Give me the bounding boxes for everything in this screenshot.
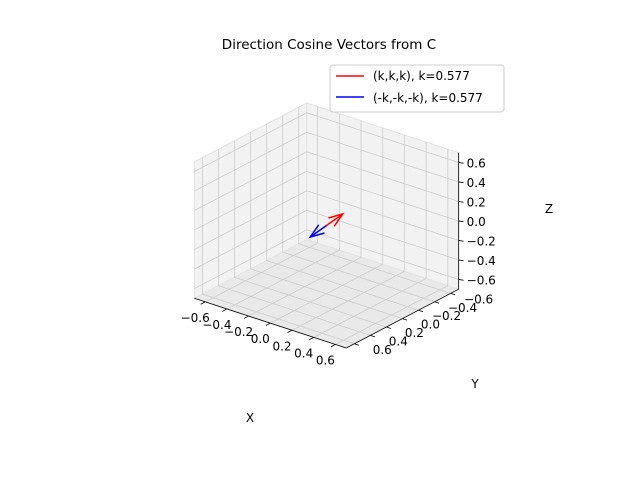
z-tick-label: 0.4 bbox=[467, 176, 486, 190]
y-tick-mark bbox=[386, 326, 392, 329]
tick-marks-and-labels: −0.6−0.6−0.6−0.4−0.4−0.4−0.2−0.2−0.20.00… bbox=[181, 156, 496, 367]
y-tick-label: 0.0 bbox=[421, 318, 440, 332]
gridline-z-back bbox=[306, 112, 459, 163]
vector-arrowhead-0 bbox=[328, 212, 345, 227]
y-tick-label: −0.6 bbox=[464, 292, 493, 306]
z-tick-label: 0.2 bbox=[467, 195, 486, 209]
gridline-z-left bbox=[194, 170, 307, 231]
x-tick-label: 0.4 bbox=[294, 346, 313, 360]
z-tick-mark bbox=[458, 279, 464, 281]
gridline-x-floor bbox=[335, 285, 448, 345]
x-tick-label: 0.2 bbox=[272, 339, 291, 353]
z-tick-label: −0.4 bbox=[467, 254, 496, 268]
x-tick-mark bbox=[309, 336, 314, 341]
legend-entry-neg-k: (-k,-k,-k), k=0.577 bbox=[373, 91, 483, 105]
z-tick-mark bbox=[458, 259, 464, 262]
x-tick-label: 0.6 bbox=[316, 353, 335, 367]
vector-line-1 bbox=[309, 224, 327, 238]
x-tick-mark bbox=[200, 301, 206, 305]
x-tick-mark bbox=[243, 315, 249, 319]
gridline-z-left bbox=[194, 131, 307, 192]
z-tick-label: 0.0 bbox=[467, 215, 486, 229]
legend-box bbox=[329, 64, 505, 113]
x-tick-mark bbox=[265, 322, 271, 326]
z-tick-mark bbox=[458, 201, 464, 203]
z-tick-label: 0.6 bbox=[467, 156, 486, 170]
x-axis-label: X bbox=[246, 411, 254, 425]
gridline-z-back bbox=[306, 151, 459, 202]
gridline-z-back bbox=[306, 170, 459, 222]
gridline-x-floor bbox=[313, 278, 427, 338]
gridline-y-floor bbox=[234, 276, 387, 328]
x-tick-label: −0.4 bbox=[202, 318, 231, 332]
gridline-y-floor bbox=[218, 285, 371, 336]
x-tick-mark bbox=[287, 329, 293, 334]
x-tick-mark bbox=[222, 308, 228, 312]
gridline-z-back bbox=[306, 131, 459, 183]
z-axis-label: Z bbox=[545, 202, 553, 216]
y-tick-mark bbox=[402, 318, 408, 321]
chart-title: Direction Cosine Vectors from C bbox=[222, 37, 436, 53]
y-tick-mark bbox=[370, 335, 376, 338]
x-tick-label: 0.0 bbox=[251, 332, 270, 346]
y-tick-label: 0.4 bbox=[389, 334, 408, 348]
grid-lines bbox=[194, 106, 459, 345]
vector-series bbox=[308, 212, 345, 239]
vector-line-0 bbox=[326, 213, 344, 227]
y-tick-label: −0.2 bbox=[432, 309, 461, 323]
gridline-y-floor bbox=[202, 293, 355, 345]
y-tick-label: 0.6 bbox=[373, 343, 392, 357]
y-tick-label: 0.2 bbox=[405, 326, 424, 340]
gridline-y-floor bbox=[250, 268, 403, 319]
z-tick-label: −0.6 bbox=[467, 273, 496, 287]
gridline-z-left bbox=[194, 151, 307, 211]
y-tick-mark bbox=[450, 293, 456, 296]
legend-entry-k-k-k: (k,k,k), k=0.577 bbox=[373, 69, 470, 83]
z-tick-mark bbox=[458, 240, 464, 242]
y-axis-label: Y bbox=[470, 377, 479, 391]
gridline-z-left bbox=[194, 112, 307, 172]
legend: (k,k,k), k=0.577 (-k,-k,-k), k=0.577 bbox=[329, 64, 505, 113]
y-tick-label: −0.4 bbox=[448, 301, 477, 315]
y-tick-mark bbox=[434, 301, 440, 304]
z-tick-mark bbox=[458, 181, 464, 184]
y-tick-mark bbox=[418, 309, 424, 313]
z-tick-mark bbox=[458, 220, 464, 223]
x-tick-mark bbox=[330, 344, 336, 348]
z-tick-label: −0.2 bbox=[467, 234, 496, 248]
x-tick-label: −0.6 bbox=[181, 311, 210, 325]
y-tick-mark bbox=[354, 343, 359, 346]
gridline-x-floor bbox=[291, 271, 405, 331]
z-tick-mark bbox=[458, 162, 464, 164]
x-tick-label: −0.2 bbox=[224, 325, 253, 339]
vector-arrowhead-1 bbox=[308, 224, 325, 239]
